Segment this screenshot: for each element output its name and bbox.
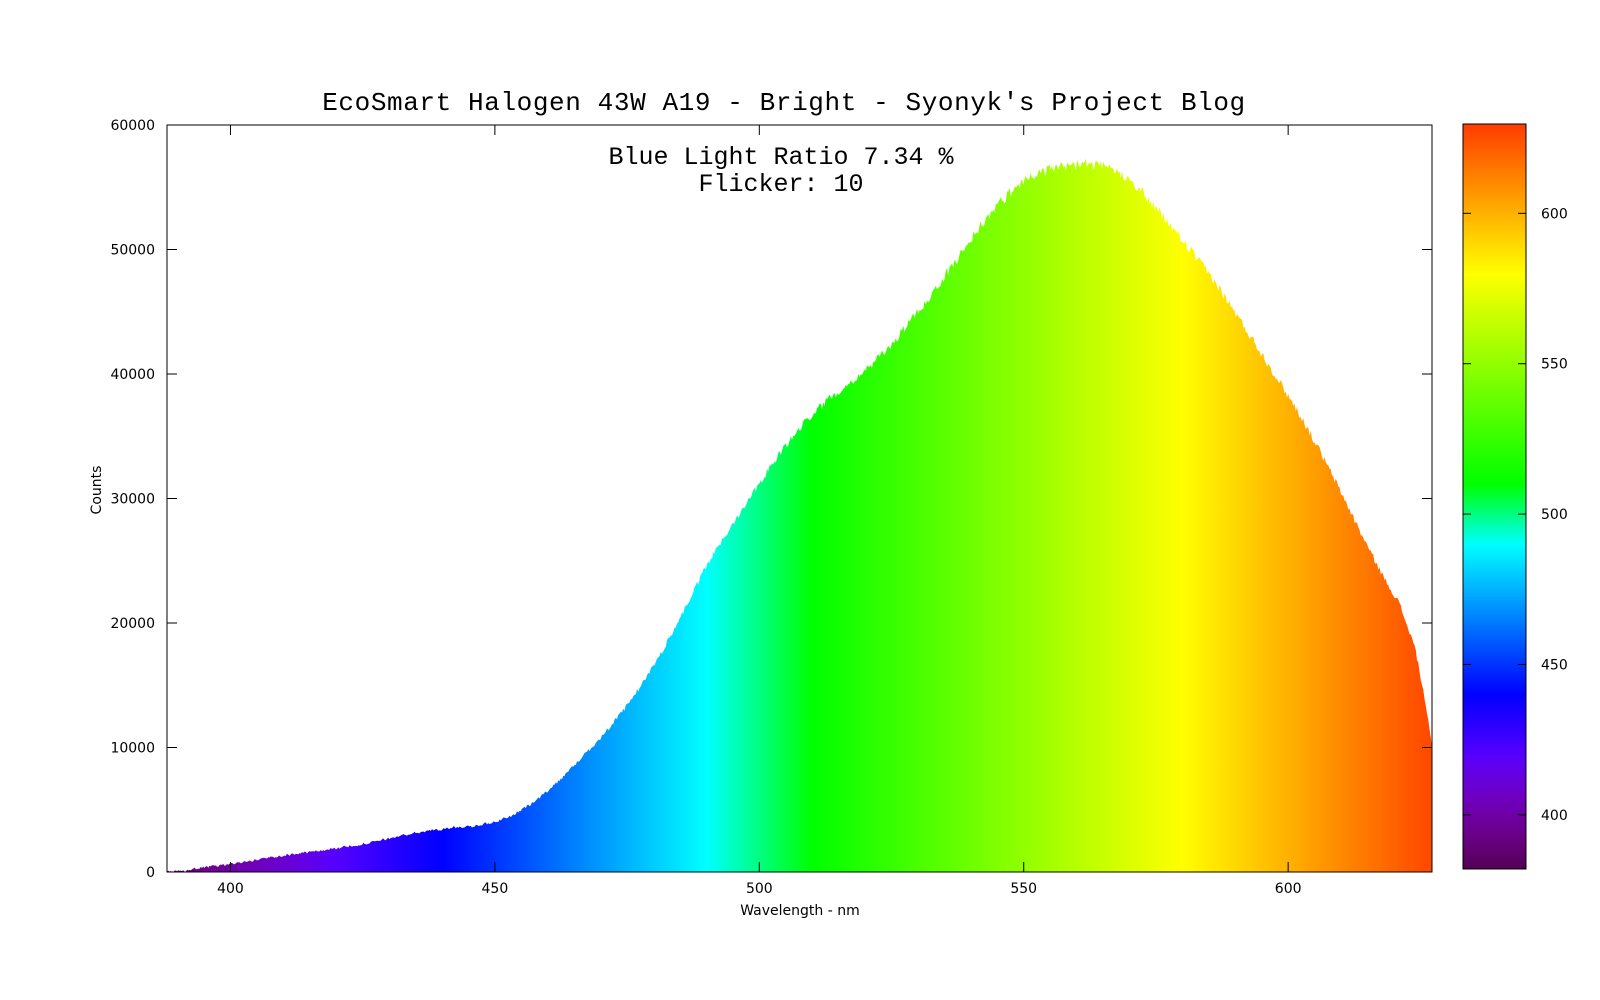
colorbar bbox=[1463, 124, 1526, 869]
y-tick-label: 0 bbox=[146, 865, 155, 881]
y-tick-label: 60000 bbox=[110, 118, 155, 134]
x-axis-label: Wavelength - nm bbox=[740, 903, 860, 919]
colorbar-border bbox=[1462, 123, 1527, 870]
x-tick-label: 450 bbox=[482, 881, 509, 897]
y-tick-label: 40000 bbox=[110, 367, 155, 383]
colorbar-tick-label: 550 bbox=[1541, 357, 1568, 373]
y-axis-label: Counts bbox=[89, 466, 105, 515]
x-tick-label: 500 bbox=[746, 881, 773, 897]
colorbar-tick-label: 400 bbox=[1541, 808, 1568, 824]
x-tick-label: 400 bbox=[217, 881, 244, 897]
chart-title: EcoSmart Halogen 43W A19 - Bright - Syon… bbox=[322, 88, 1246, 118]
plot-area: 400 450 500 550 600 0 10000 20000 30000 40000 5000… bbox=[110, 118, 1567, 897]
y-tick-label: 50000 bbox=[110, 243, 155, 259]
colorbar-tick-label: 500 bbox=[1541, 507, 1568, 523]
x-tick-label: 550 bbox=[1010, 881, 1037, 897]
x-tick-label: 600 bbox=[1275, 881, 1302, 897]
annotation-flicker: Flicker: 10 bbox=[698, 170, 863, 199]
y-tick-label: 20000 bbox=[110, 616, 155, 632]
annotation-blue-light-ratio: Blue Light Ratio 7.34 % bbox=[608, 143, 954, 172]
y-tick-label: 30000 bbox=[110, 492, 155, 508]
spectrum-area-series bbox=[167, 158, 1432, 873]
y-tick-label: 10000 bbox=[110, 741, 155, 757]
colorbar-tick-label: 450 bbox=[1541, 657, 1568, 673]
colorbar-tick-label: 600 bbox=[1541, 206, 1568, 222]
